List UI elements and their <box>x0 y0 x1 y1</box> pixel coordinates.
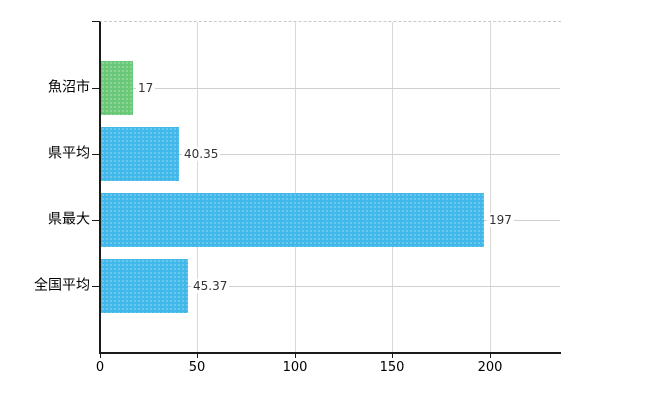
vertical-gridline <box>197 22 199 352</box>
vertical-gridline <box>294 22 296 352</box>
y-axis-top-tick <box>92 21 100 22</box>
x-axis-tick <box>490 353 491 358</box>
x-axis-tick-label: 200 <box>477 360 503 375</box>
bar <box>101 193 484 247</box>
y-axis-tick <box>92 88 100 89</box>
row-gridline <box>101 88 560 89</box>
bar <box>101 127 179 181</box>
x-axis-tick-label: 50 <box>188 360 206 375</box>
category-label: 県平均 <box>48 145 90 162</box>
vertical-gridline <box>489 22 491 352</box>
category-label: 魚沼市 <box>48 79 90 96</box>
bar <box>101 259 188 313</box>
plot-area <box>99 21 561 354</box>
category-label: 全国平均 <box>34 277 90 294</box>
bar-value-label: 45.37 <box>191 278 230 294</box>
bar-value-label: 40.35 <box>182 146 221 162</box>
row-gridline <box>101 154 560 155</box>
x-axis-tick <box>392 353 393 358</box>
category-label: 県最大 <box>48 211 90 228</box>
vertical-gridline <box>392 22 394 352</box>
bar-value-label: 197 <box>487 212 514 228</box>
bar-value-label: 17 <box>136 80 156 96</box>
x-axis-tick-label: 100 <box>282 360 308 375</box>
x-axis-tick-label: 0 <box>95 360 105 375</box>
row-gridline <box>101 286 560 287</box>
bar <box>101 61 133 115</box>
x-axis-tick <box>100 353 101 358</box>
y-axis-tick <box>92 220 100 221</box>
y-axis-tick <box>92 154 100 155</box>
y-axis-tick <box>92 286 100 287</box>
x-axis-tick <box>197 353 198 358</box>
x-axis-tick-label: 150 <box>379 360 405 375</box>
x-axis-tick <box>295 353 296 358</box>
